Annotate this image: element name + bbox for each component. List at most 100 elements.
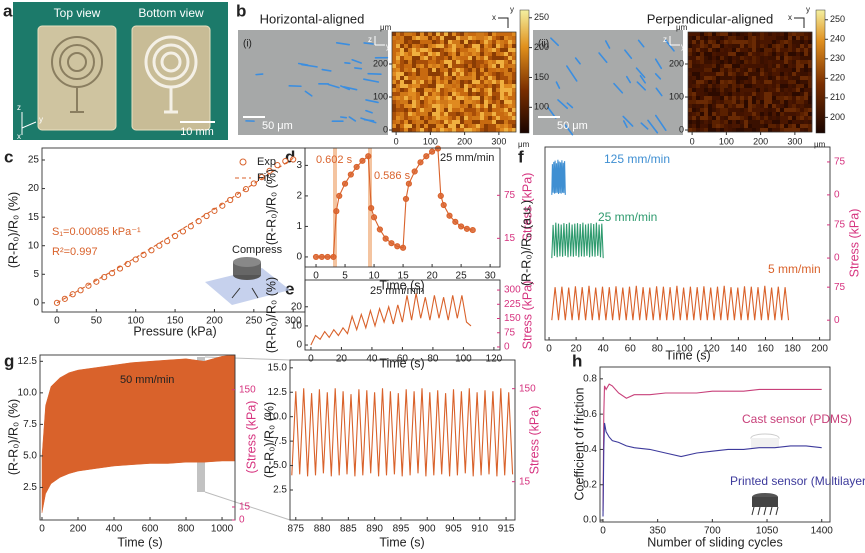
map-pixel: [696, 36, 701, 41]
map-pixel: [748, 64, 753, 69]
map-pixel: [716, 64, 721, 69]
map-pixel: [772, 32, 777, 37]
x-tick-label: 900: [419, 524, 436, 535]
map-pixel: [468, 76, 473, 81]
map-frame: [391, 31, 517, 133]
map-pixel: [428, 36, 433, 41]
data-point: [463, 225, 471, 232]
map-pixel: [472, 116, 477, 121]
map-pixel: [416, 56, 421, 61]
map-pixel: [796, 48, 801, 53]
map-pixel: [776, 32, 781, 37]
fiber: [340, 116, 348, 119]
map-pixel: [416, 72, 421, 77]
map-pixel: [724, 104, 729, 109]
map-pixel: [700, 80, 705, 85]
map-pixel: [488, 76, 493, 81]
map-pixel: [424, 88, 429, 93]
map-pixel: [396, 64, 401, 69]
map-pixel: [736, 60, 741, 65]
map-pixel: [740, 36, 745, 41]
map-pixel: [808, 52, 813, 57]
map-pixel: [788, 36, 793, 41]
map-pixel: [432, 80, 437, 85]
map-pixel: [700, 44, 705, 49]
map-pixel: [476, 52, 481, 57]
map-pixel: [400, 128, 405, 133]
map-pixel: [780, 88, 785, 93]
y-axis-label: (R-R₀)/R₀ (%): [264, 277, 278, 353]
map-pixel: [796, 96, 801, 101]
map-pixel: [724, 124, 729, 129]
map-pixel: [444, 72, 449, 77]
map-pixel: [720, 80, 725, 85]
map-pixel: [476, 64, 481, 69]
map-pixel: [780, 108, 785, 113]
map-pixel: [416, 40, 421, 45]
map-pixel: [804, 44, 809, 49]
map-pixel: [396, 108, 401, 113]
map-pixel: [712, 120, 717, 125]
map-pixel: [764, 92, 769, 97]
map-pixel: [808, 40, 813, 45]
x-tick-label: 600: [142, 524, 159, 535]
scale-bar-label: 50 μm: [262, 120, 293, 132]
map-pixel: [708, 36, 713, 41]
map-pixel: [440, 112, 445, 117]
map-pixel: [784, 120, 789, 125]
x-axis-label: Time (s): [379, 356, 424, 370]
map-pixel: [408, 108, 413, 113]
map-pixel: [736, 128, 741, 133]
map-pixel: [780, 44, 785, 49]
map-pixel: [692, 68, 697, 73]
map-pixel: [424, 72, 429, 77]
map-pixel: [464, 104, 469, 109]
map-pixel: [448, 60, 453, 65]
map-pixel: [696, 52, 701, 57]
map-pixel: [692, 40, 697, 45]
map-pixel: [740, 56, 745, 61]
map-pixel: [744, 116, 749, 121]
map-pixel: [480, 116, 485, 121]
map-pixel: [736, 76, 741, 81]
map-pixel: [480, 120, 485, 125]
map-pixel: [452, 88, 457, 93]
y-tick-label: 5: [33, 269, 39, 280]
y2-tick-label: 150: [504, 313, 521, 324]
map-pixel: [716, 76, 721, 81]
map-pixel: [432, 96, 437, 101]
map-pixel: [488, 52, 493, 57]
map-pixel: [732, 76, 737, 81]
map-pixel: [760, 92, 765, 97]
map-pixel: [720, 32, 725, 37]
map-pixel: [688, 84, 693, 89]
map-pixel: [484, 80, 489, 85]
map-pixel: [808, 100, 813, 105]
map-pixel: [712, 124, 717, 129]
map-pixel: [396, 52, 401, 57]
map-pixel: [712, 32, 717, 37]
colorbar-tick-label: 240: [830, 34, 845, 44]
map-pixel: [720, 92, 725, 97]
map-pixel: [476, 56, 481, 61]
map-pixel: [452, 116, 457, 121]
data-point: [336, 192, 343, 200]
map-pixel: [428, 48, 433, 53]
x-tick-label: 180: [784, 344, 801, 355]
map-pixel: [464, 100, 469, 105]
map-pixel: [400, 112, 405, 117]
map-pixel: [732, 72, 737, 77]
map-pixel: [716, 52, 721, 57]
map-pixel: [508, 76, 513, 81]
map-pixel: [804, 92, 809, 97]
map-pixel: [512, 76, 517, 81]
map-pixel: [444, 104, 449, 109]
map-pixel: [808, 128, 813, 133]
map-pixel: [496, 72, 501, 77]
map-pixel: [792, 56, 797, 61]
map-pixel: [492, 48, 497, 53]
map-pixel: [400, 64, 405, 69]
map-pixel: [696, 84, 701, 89]
map-pixel: [472, 100, 477, 105]
map-pixel: [400, 108, 405, 113]
